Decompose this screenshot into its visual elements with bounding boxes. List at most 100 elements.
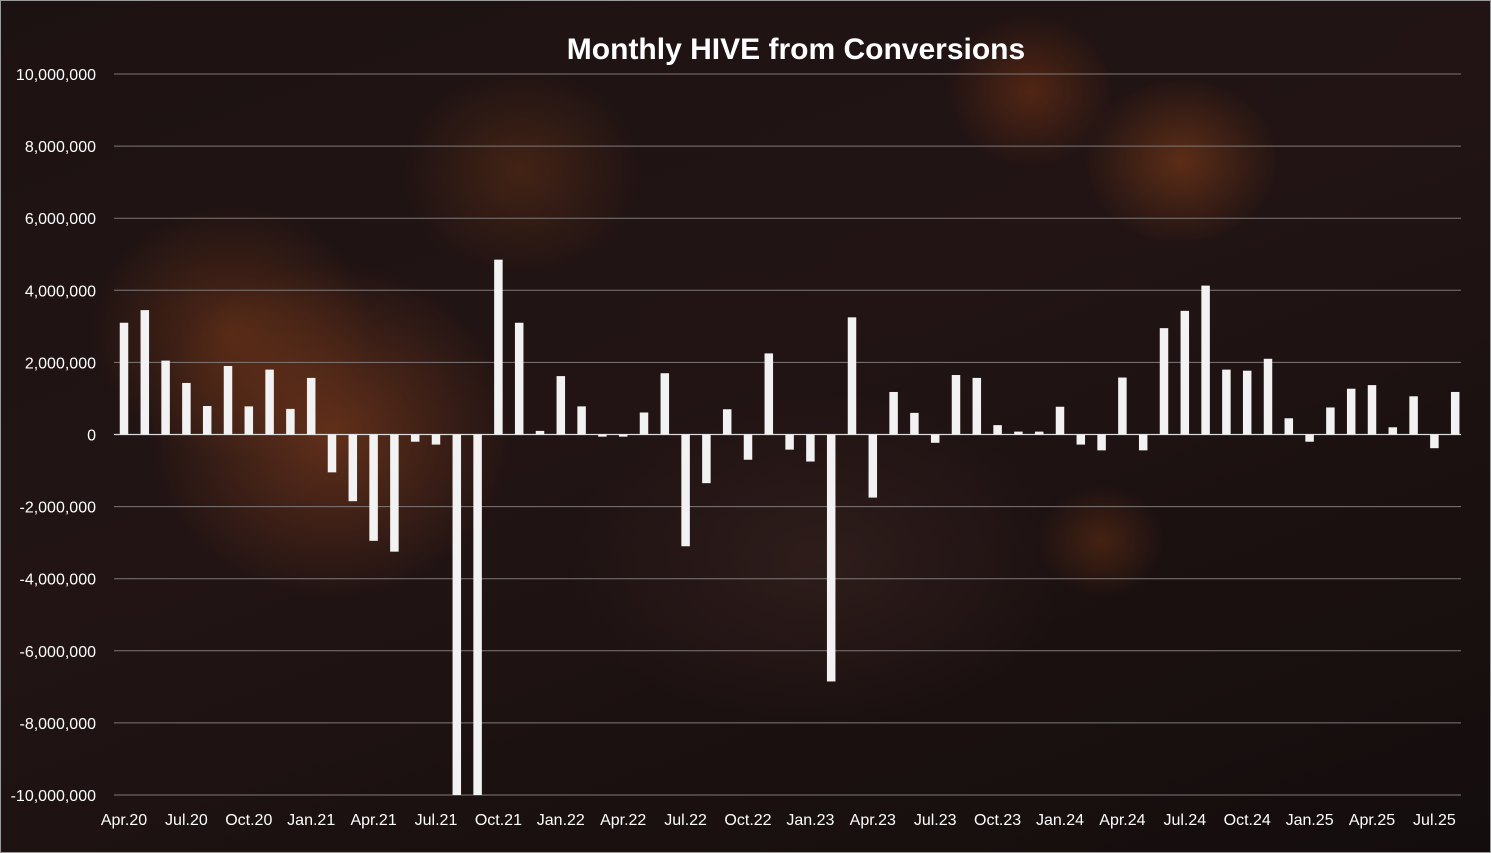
bar-Jul.23 — [930, 434, 940, 443]
y-tick-label: 8,000,000 — [25, 139, 96, 156]
y-tick-label: 0 — [87, 428, 96, 445]
x-tick-label: Jan.23 — [786, 812, 834, 829]
bar-Sep.22 — [722, 409, 732, 435]
x-tick-label: Jan.21 — [287, 812, 335, 829]
x-tick-label: Apr.24 — [1099, 812, 1145, 829]
bar-May.22 — [639, 412, 649, 435]
x-tick-label: Apr.23 — [850, 812, 896, 829]
bar-Jul.24 — [1180, 310, 1190, 435]
bar-Nov.22 — [764, 353, 774, 435]
x-tick-label: Jan.25 — [1286, 812, 1334, 829]
bar-Mar.25 — [1346, 388, 1356, 435]
bar-Jan.25 — [1305, 434, 1314, 442]
bar-Jun.22 — [660, 373, 670, 435]
y-tick-label: -4,000,000 — [19, 572, 96, 589]
bar-Jul.21 — [431, 434, 441, 445]
bar-Jan.21 — [306, 377, 316, 435]
bar-May.23 — [889, 391, 898, 435]
bar-May.24 — [1138, 434, 1148, 451]
bar-Dec.24 — [1284, 418, 1294, 435]
bar-Dec.22 — [785, 434, 794, 450]
bar-Jan.22 — [556, 376, 566, 435]
bar-Sep.23 — [972, 377, 982, 435]
x-tick-label: Oct.22 — [724, 812, 771, 829]
bar-Aug.20 — [202, 406, 212, 435]
bar-Aug.21 — [452, 434, 462, 795]
x-tick-label: Oct.23 — [974, 812, 1021, 829]
bar-Feb.23 — [826, 434, 836, 682]
bar-Oct.22 — [743, 434, 753, 460]
x-tick-label: Apr.21 — [350, 812, 396, 829]
bar-Nov.20 — [265, 369, 274, 435]
x-tick-label: Oct.20 — [225, 812, 272, 829]
bar-Apr.23 — [868, 434, 878, 498]
bar-Mar.21 — [348, 434, 358, 502]
bar-Feb.25 — [1326, 407, 1335, 435]
x-tick-label: Jul.20 — [165, 812, 208, 829]
y-tick-label: 4,000,000 — [25, 283, 96, 300]
bar-Apr.25 — [1367, 385, 1377, 435]
bar-May.21 — [390, 434, 399, 552]
bar-Sep.20 — [223, 366, 233, 435]
bar-Sep.21 — [473, 434, 482, 795]
bar-Aug.23 — [951, 375, 961, 435]
x-tick-label: Jan.22 — [537, 812, 585, 829]
bar-Jun.21 — [410, 434, 420, 442]
bar-Nov.23 — [1014, 431, 1023, 435]
y-tick-label: -10,000,000 — [11, 788, 97, 805]
bars — [119, 259, 1460, 795]
y-axis-ticks: 10,000,000 8,000,000 6,000,000 4,000,000 2,0… — [11, 67, 97, 805]
bar-Mar.24 — [1097, 434, 1106, 451]
bar-Feb.21 — [327, 434, 337, 473]
x-tick-label: Apr.22 — [600, 812, 646, 829]
bar-Oct.24 — [1242, 370, 1252, 435]
bar-Apr.21 — [369, 434, 378, 541]
bar-Jun.24 — [1159, 328, 1169, 435]
y-tick-label: -8,000,000 — [19, 716, 96, 733]
x-tick-label: Apr.25 — [1349, 812, 1395, 829]
x-tick-label: Jan.24 — [1036, 812, 1084, 829]
bar-Nov.21 — [514, 322, 524, 435]
bar-Oct.20 — [244, 406, 254, 435]
x-tick-label: Jul.23 — [914, 812, 957, 829]
bar-Jun.25 — [1409, 396, 1418, 435]
bar-Sep.24 — [1222, 369, 1231, 435]
bar-Jun.20 — [161, 360, 170, 435]
x-tick-label: Apr.20 — [101, 812, 147, 829]
bar-Aug.25 — [1450, 391, 1460, 435]
x-tick-label: Jul.21 — [415, 812, 458, 829]
bar-Nov.24 — [1263, 358, 1273, 435]
x-tick-label: Jul.25 — [1413, 812, 1456, 829]
y-tick-label: -6,000,000 — [19, 644, 96, 661]
bar-Oct.21 — [494, 259, 503, 435]
y-tick-label: 2,000,000 — [25, 355, 96, 372]
bar-Jul.22 — [681, 434, 690, 547]
x-tick-label: Oct.24 — [1224, 812, 1271, 829]
x-tick-label: Oct.21 — [475, 812, 522, 829]
bar-Jul.25 — [1430, 434, 1439, 449]
x-tick-label: Jul.24 — [1163, 812, 1206, 829]
bar-Dec.21 — [535, 430, 545, 435]
bar-Mar.23 — [847, 317, 857, 435]
x-axis-ticks: Apr.20 Jul.20 Oct.20 Jan.21 Apr.21 Jul.21 Oct.… — [101, 812, 1456, 829]
bar-Jun.23 — [910, 412, 919, 435]
bar-Aug.22 — [702, 434, 711, 484]
bar-Feb.22 — [577, 406, 586, 435]
bar-Apr.22 — [618, 434, 628, 437]
bar-Jan.23 — [806, 434, 815, 462]
bar-Dec.20 — [286, 408, 295, 435]
bar-Jan.24 — [1055, 406, 1065, 435]
y-tick-label: -2,000,000 — [19, 500, 96, 517]
bar-Jul.20 — [182, 382, 191, 435]
bar-Apr.24 — [1118, 377, 1127, 435]
x-tick-label: Jul.22 — [664, 812, 707, 829]
bar-Oct.23 — [993, 425, 1002, 435]
y-tick-label: 6,000,000 — [25, 211, 96, 228]
y-tick-label: 10,000,000 — [16, 67, 96, 84]
chart-title: Monthly HIVE from Conversions — [567, 33, 1025, 66]
bar-May.20 — [140, 310, 150, 435]
bar-Feb.24 — [1076, 434, 1086, 445]
bar-Mar.22 — [598, 434, 607, 437]
